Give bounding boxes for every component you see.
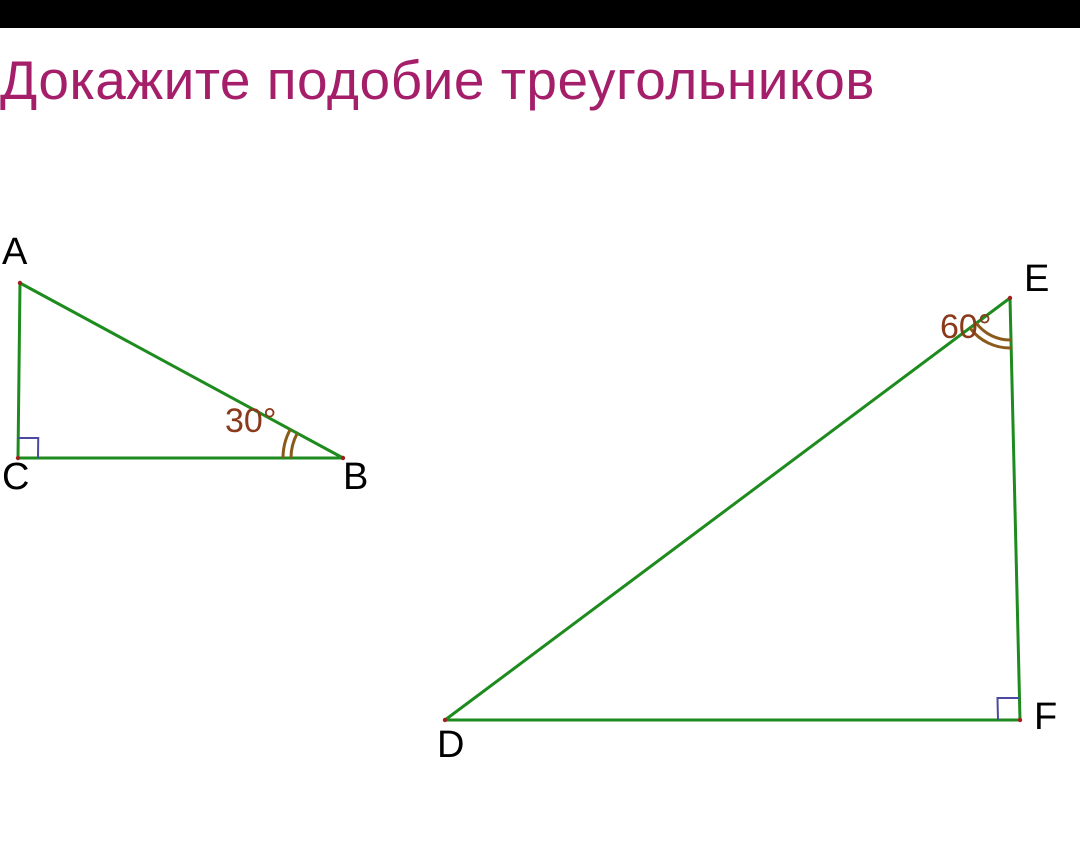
- vertex-e-dot: [1008, 296, 1012, 300]
- triangle-def: [443, 296, 1022, 722]
- triangle-acb: [16, 281, 345, 460]
- vertex-a-dot: [18, 281, 22, 285]
- edge-de: [445, 298, 1010, 720]
- label-d: D: [437, 724, 464, 767]
- vertex-d-dot: [443, 718, 447, 722]
- edge-ac: [18, 283, 20, 458]
- label-a: A: [2, 231, 27, 274]
- label-f: F: [1034, 696, 1057, 739]
- angle-b-arc2: [283, 429, 290, 458]
- angle-60-label: 60°: [940, 308, 991, 347]
- angle-b-arc1: [291, 433, 297, 458]
- angle-30-label: 30°: [225, 402, 276, 441]
- edge-ab: [20, 283, 343, 458]
- edge-ef: [1010, 298, 1020, 720]
- right-angle-f: [997, 698, 1019, 720]
- label-b: B: [343, 456, 368, 499]
- label-c: C: [2, 456, 29, 499]
- diagram-canvas: [0, 0, 1080, 850]
- right-angle-c: [18, 438, 38, 458]
- vertex-f-dot: [1018, 718, 1022, 722]
- label-e: E: [1024, 258, 1049, 301]
